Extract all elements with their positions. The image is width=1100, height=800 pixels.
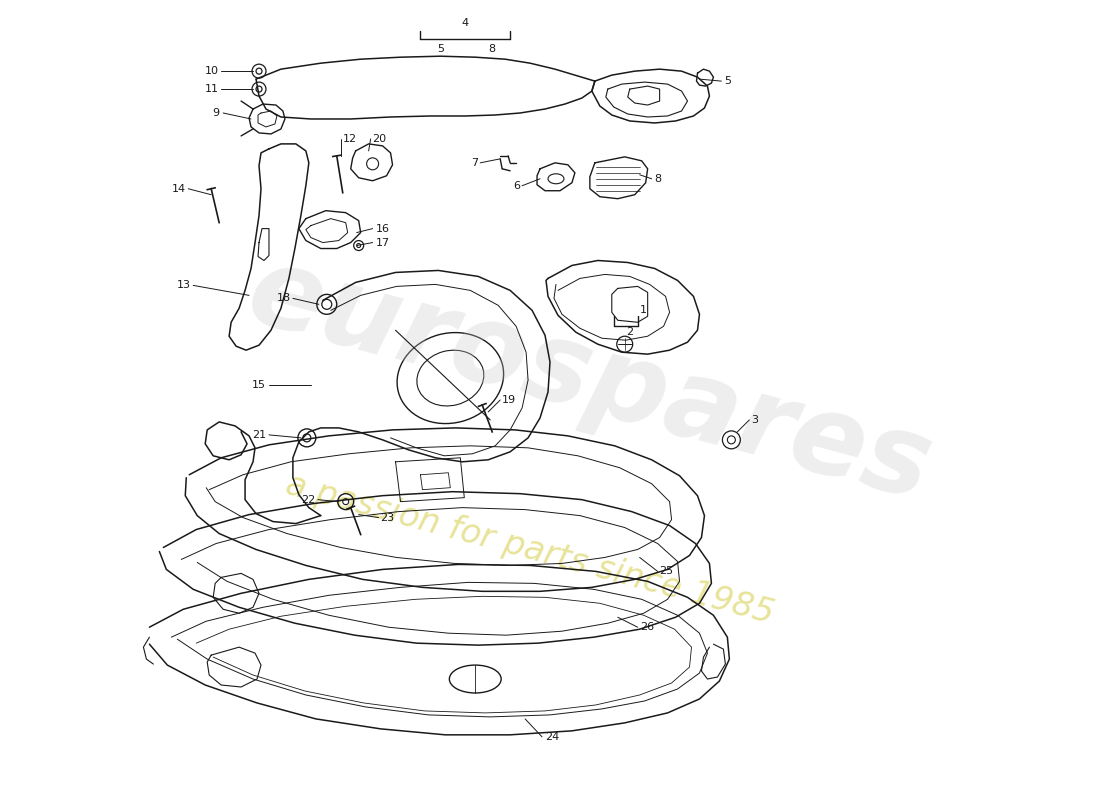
Text: 17: 17 [375,238,389,247]
Text: 8: 8 [654,174,662,184]
Text: 9: 9 [212,108,219,118]
Text: 3: 3 [751,415,758,425]
Text: 12: 12 [343,134,356,144]
Text: 11: 11 [206,84,219,94]
Text: 13: 13 [177,280,191,290]
Text: 23: 23 [381,513,395,522]
Text: 7: 7 [471,158,478,168]
Text: 26: 26 [640,622,653,632]
Text: 8: 8 [488,44,496,54]
Text: 21: 21 [252,430,266,440]
Text: 15: 15 [252,380,266,390]
Text: a passion for parts since 1985: a passion for parts since 1985 [283,468,778,630]
Text: 5: 5 [725,76,732,86]
Text: 1: 1 [640,306,647,315]
Text: 14: 14 [172,184,186,194]
Text: 22: 22 [301,494,316,505]
Text: 4: 4 [462,18,469,28]
Text: 25: 25 [660,566,673,577]
Text: 5: 5 [437,44,444,54]
Text: 6: 6 [513,181,520,190]
Text: 2: 2 [626,327,632,338]
Text: 10: 10 [206,66,219,76]
Text: 16: 16 [375,223,389,234]
Text: eurospares: eurospares [236,238,943,522]
Text: 20: 20 [373,134,387,144]
Text: 19: 19 [503,395,516,405]
Text: 18: 18 [277,294,290,303]
Text: 24: 24 [544,732,559,742]
